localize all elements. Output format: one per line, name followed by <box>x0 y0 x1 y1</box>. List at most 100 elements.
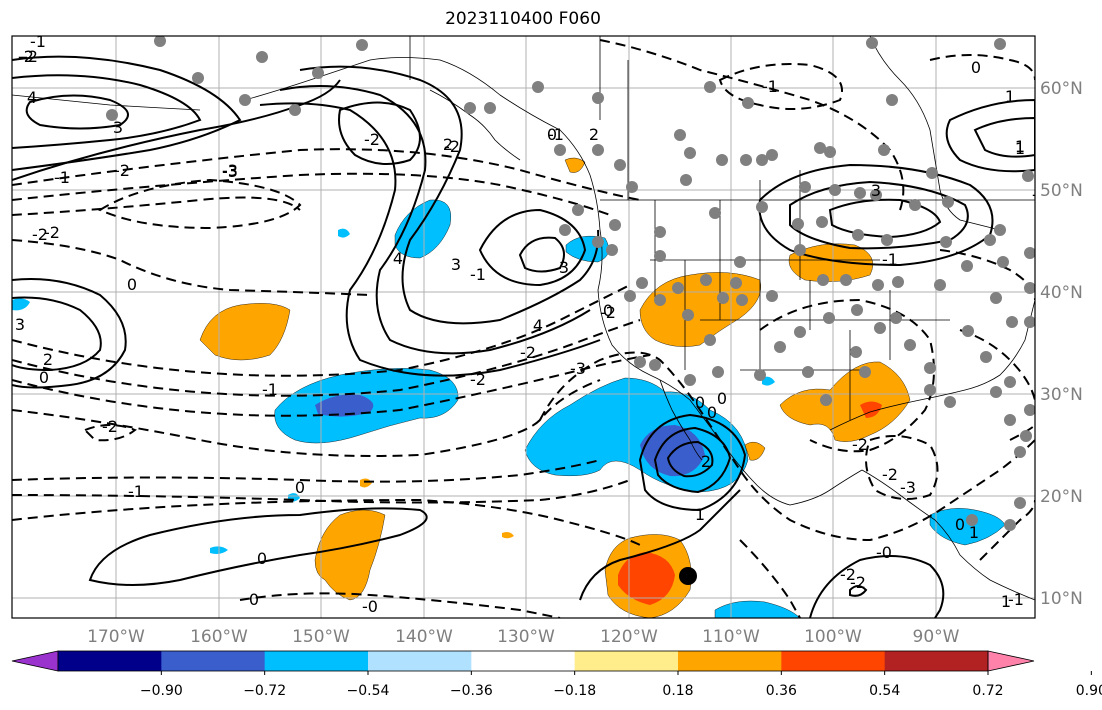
contour-label: -2 <box>600 303 616 322</box>
contour-label: -2 <box>444 137 460 156</box>
contour-dashed <box>12 284 631 377</box>
station-dot <box>940 236 952 248</box>
station-dot <box>624 290 636 302</box>
contour-label: -1 <box>548 125 564 144</box>
station-dots <box>106 36 1035 531</box>
gulf-coast <box>829 299 1035 431</box>
colorbar-segment <box>884 651 989 671</box>
contour-label: -3 <box>900 478 916 497</box>
latitude-label: 30°N <box>1040 385 1083 405</box>
colorbar-frame <box>57 650 989 672</box>
station-dot <box>684 374 696 386</box>
contour-label: -3 <box>222 161 238 180</box>
contour-solid <box>12 55 242 171</box>
station-dot <box>717 292 729 304</box>
positive-anomaly-area <box>744 441 766 461</box>
colorbar-segment <box>471 651 576 671</box>
contour-dashed <box>239 592 561 618</box>
contour-label: -1 <box>8 21 24 40</box>
station-dot <box>984 234 996 246</box>
station-dot <box>816 216 828 228</box>
station-dot <box>802 366 814 378</box>
station-dot <box>962 325 974 337</box>
station-dot <box>154 36 166 47</box>
contour-dashed <box>12 172 611 216</box>
station-dot <box>1004 414 1016 426</box>
contour-label: 1 <box>1015 137 1025 156</box>
colorbar-segment <box>264 651 369 671</box>
station-dot <box>484 102 496 114</box>
contour-dashed <box>539 351 1035 542</box>
station-dot <box>672 282 684 294</box>
contour-dashed <box>12 479 631 504</box>
contour-label: -3 <box>570 359 586 378</box>
station-dot <box>609 219 621 231</box>
contour-solid <box>666 440 714 478</box>
station-dot <box>890 312 902 324</box>
contour-dashed <box>739 539 801 618</box>
contour-dashed <box>959 329 1035 401</box>
contour-dashed <box>865 435 939 500</box>
contour-label: -2 <box>882 465 898 484</box>
contour-solid <box>12 296 102 372</box>
contour-dashed <box>929 54 1035 81</box>
contour-label: 1 <box>969 523 979 542</box>
dashed-contour-lines <box>12 39 1035 618</box>
station-dot <box>1024 282 1035 294</box>
station-dot <box>814 142 826 154</box>
station-dot <box>870 189 882 201</box>
station-dot <box>823 312 835 324</box>
map-frame <box>11 35 1036 619</box>
graticule <box>12 36 1035 618</box>
colorbar-segment <box>58 651 162 671</box>
contour-dashed <box>12 319 641 397</box>
station-dot <box>256 51 268 63</box>
station-dot <box>756 201 768 213</box>
station-dot <box>704 81 716 93</box>
contour-label: -2 <box>364 130 380 149</box>
contour-label: -2 <box>22 47 38 66</box>
contour-label: 3 <box>15 315 25 334</box>
station-dot <box>559 224 571 236</box>
contour-label: 0 <box>707 403 717 422</box>
contour-label: -1 <box>1032 185 1048 204</box>
station-dot <box>850 346 862 358</box>
contour-label: 3 <box>451 255 461 274</box>
station-dot <box>909 199 921 211</box>
contour-solid <box>809 555 945 618</box>
station-dot <box>704 334 716 346</box>
contour-label: -2 <box>470 370 486 389</box>
station-dot <box>1024 316 1035 328</box>
station-dot <box>684 147 696 159</box>
contour-solid <box>88 507 428 586</box>
station-dot <box>872 279 884 291</box>
latitude-label: 20°N <box>1040 487 1083 507</box>
contour-label: 2 <box>701 452 711 471</box>
station-dot <box>654 226 666 238</box>
station-dot <box>716 154 728 166</box>
station-dot <box>1014 497 1026 509</box>
positive-anomaly-area <box>564 157 586 173</box>
colorbar-segment <box>678 651 782 671</box>
station-dot <box>924 384 936 396</box>
station-dot <box>1024 404 1035 416</box>
contour-solid <box>789 180 969 250</box>
map-title: 2023110400 F060 <box>445 9 601 29</box>
station-dot <box>944 396 956 408</box>
latitude-label: 60°N <box>1040 79 1083 99</box>
colorbar-segment <box>368 651 472 671</box>
contour-label: -2 <box>850 573 866 592</box>
station-dot <box>1022 170 1034 182</box>
station-dot <box>312 67 324 79</box>
contour-solid <box>849 585 868 597</box>
contour-label: 4 <box>27 88 37 107</box>
station-dot <box>464 102 476 114</box>
station-dot <box>356 39 368 51</box>
longitude-label: 140°W <box>395 627 453 647</box>
station-dot <box>754 369 766 381</box>
contour-lines <box>12 55 1035 618</box>
contour-label: 0 <box>257 549 267 568</box>
contour-label: -2 <box>102 417 118 436</box>
colorbar-tick-label: −0.72 <box>243 683 286 699</box>
contour-label: 1 <box>1015 139 1025 158</box>
